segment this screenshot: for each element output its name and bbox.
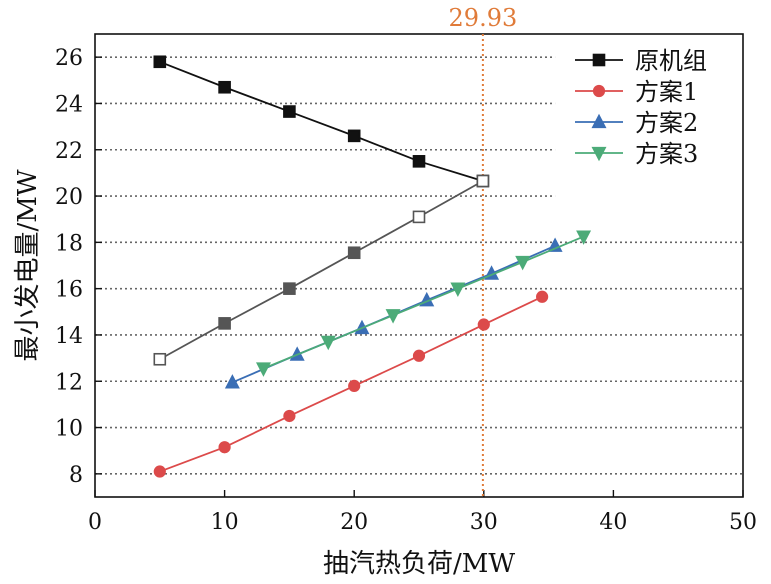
series-0-point	[218, 80, 231, 94]
series-1-point	[347, 246, 361, 260]
x-axis-title: 抽汽热负荷/MW	[323, 549, 515, 579]
y-tick-label: 12	[55, 370, 83, 395]
y-tick-label: 14	[55, 324, 83, 349]
series-2-point	[477, 318, 490, 331]
series-4-point	[320, 335, 336, 351]
series-2-point	[348, 379, 361, 392]
series-4-point	[450, 282, 466, 297]
series-0-point	[283, 105, 296, 118]
series-2-point	[153, 465, 166, 478]
y-tick-label: 8	[69, 463, 83, 488]
x-tick-label: 50	[729, 510, 757, 535]
y-tick-label: 18	[55, 231, 83, 256]
series-2-point	[283, 409, 296, 423]
series-3-point	[224, 374, 240, 389]
legend-marker	[591, 146, 607, 162]
series-1-point	[218, 317, 231, 330]
series-2-point	[218, 441, 231, 454]
series-line-4	[263, 235, 584, 370]
series-0-point	[412, 155, 426, 168]
series-4-point	[385, 309, 401, 324]
x-tick-label: 0	[88, 510, 102, 535]
y-tick-label: 10	[55, 417, 83, 442]
series-4-point	[515, 255, 531, 271]
y-tick-label: 26	[55, 46, 83, 71]
x-tick-label: 40	[599, 510, 627, 535]
annotation-label: 29.93	[449, 4, 518, 32]
series-0-point	[153, 55, 167, 69]
series-4-point	[576, 230, 592, 245]
series-4-point	[255, 362, 271, 377]
legend-label: 方案3	[635, 140, 698, 168]
series-1-point	[412, 210, 426, 224]
y-tick-label: 22	[55, 139, 83, 164]
y-tick-label: 20	[55, 185, 83, 210]
y-tick-label: 24	[55, 92, 83, 117]
y-tick-label: 16	[55, 278, 83, 303]
series-1-point	[283, 282, 296, 295]
y-axis-title: 最小发电量/MW	[13, 169, 43, 361]
x-tick-label: 20	[340, 510, 368, 535]
series-0-point	[347, 129, 361, 143]
legend-label: 方案2	[635, 109, 698, 137]
legend-label: 方案1	[635, 78, 698, 106]
series-2-point	[536, 290, 549, 303]
plot-frame	[94, 33, 744, 498]
series-2-point	[412, 349, 426, 362]
legend-marker	[591, 113, 607, 129]
series-1-point	[476, 174, 490, 188]
series-line-0	[159, 60, 484, 182]
legend-marker	[592, 53, 606, 67]
legend-label: 原机组	[635, 47, 707, 75]
series-line-1	[159, 180, 484, 361]
x-tick-label: 10	[211, 510, 239, 535]
x-tick-label: 30	[470, 510, 498, 535]
series-3-point	[547, 237, 563, 252]
legend-marker	[592, 84, 606, 98]
series-1-point	[153, 352, 167, 366]
